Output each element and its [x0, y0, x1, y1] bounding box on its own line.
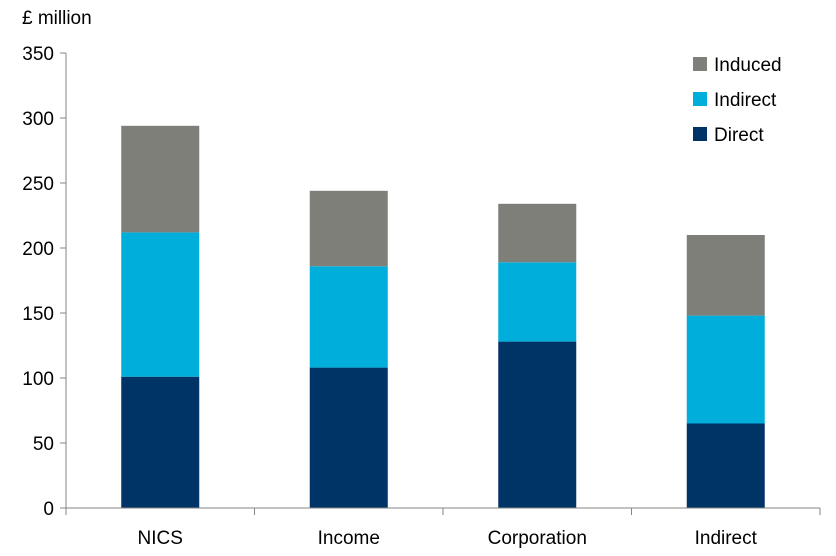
legend-swatch-direct: [693, 127, 707, 141]
y-axis: 0 50 100 150 200 250 300 350: [22, 44, 66, 520]
bar-induced-nics: [121, 125, 200, 233]
y-tick-label: 350: [22, 44, 54, 65]
legend: Induced Indirect Direct: [693, 55, 782, 146]
legend-label-induced: Induced: [714, 55, 782, 76]
bar-direct-income: [309, 367, 388, 508]
y-tick-label: 100: [22, 369, 54, 390]
bar-induced-indirect: [686, 235, 765, 316]
bar-indirect-income: [309, 266, 388, 368]
legend-swatch-induced: [693, 57, 707, 71]
x-tick-label: Income: [318, 528, 380, 549]
bar-direct-indirect: [686, 423, 765, 508]
bar-indirect-nics: [121, 232, 200, 377]
y-tick-label: 0: [43, 499, 54, 520]
bar-indirect-corporation: [498, 262, 577, 342]
y-tick-label: 250: [22, 174, 54, 195]
bar-indirect-indirect: [686, 315, 765, 424]
x-tick-label: Indirect: [695, 528, 758, 549]
y-tick-label: 300: [22, 109, 54, 130]
bar-direct-nics: [121, 376, 200, 508]
bar-direct-corporation: [498, 341, 577, 508]
y-tick-label: 50: [33, 434, 54, 455]
bars: [121, 125, 765, 508]
y-tick-label: 200: [22, 239, 54, 260]
legend-swatch-indirect: [693, 92, 707, 106]
legend-label-indirect: Indirect: [714, 90, 777, 111]
x-tick-label: NICS: [138, 528, 183, 549]
legend-label-direct: Direct: [714, 125, 764, 146]
x-axis: NICS Income Corporation Indirect: [65, 508, 821, 549]
y-tick-label: 150: [22, 304, 54, 325]
unit-label: £ million: [22, 8, 92, 29]
bar-induced-income: [309, 190, 388, 267]
x-tick-label: Corporation: [488, 528, 587, 549]
bar-induced-corporation: [498, 203, 577, 263]
